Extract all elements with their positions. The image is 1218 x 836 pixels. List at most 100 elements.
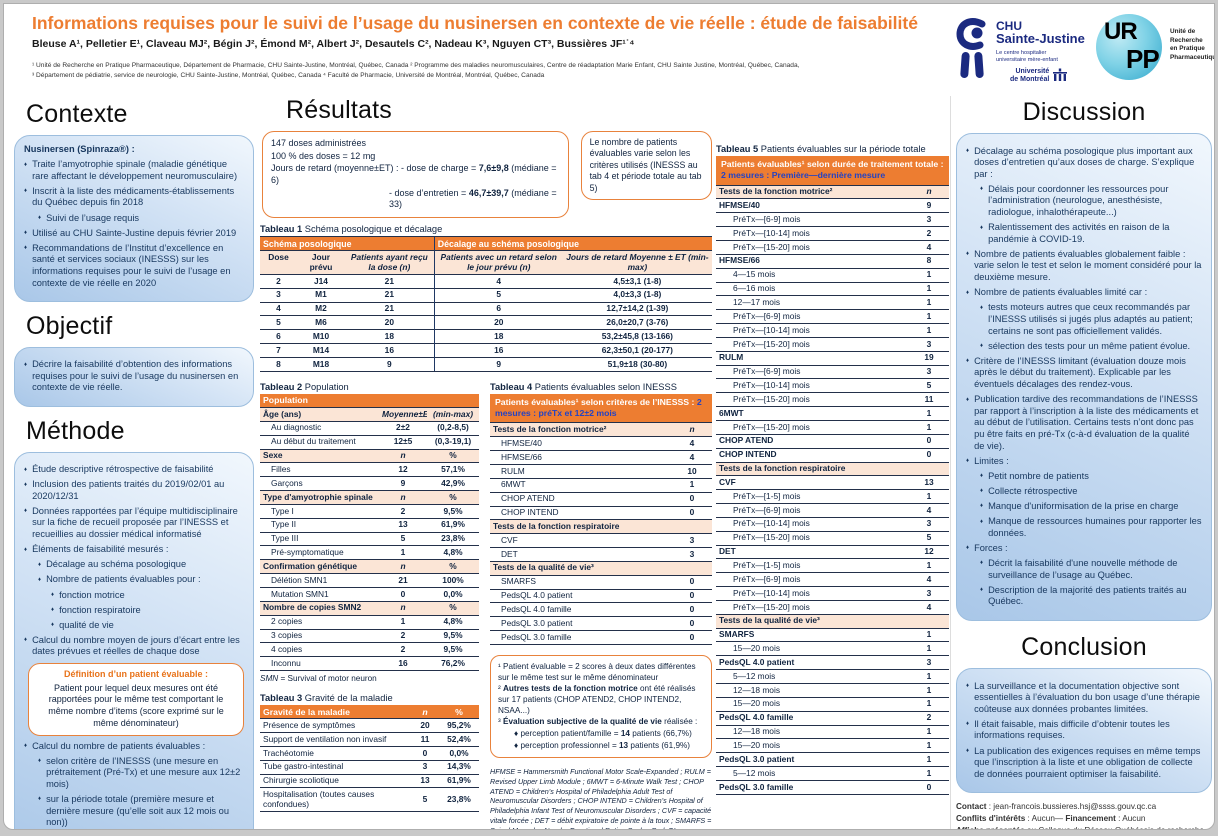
text-segment: Tableau 3	[260, 693, 303, 704]
table-cell: 2±2	[379, 420, 427, 436]
bullet-text: La surveillance et la documentation obje…	[974, 680, 1200, 714]
bullet-item: ♦ tests moteurs autres que ceux recommand…	[966, 302, 1202, 337]
table-cell: 52,4%	[439, 732, 479, 747]
bullet-item: ♦ Décalage au schéma posologique	[24, 559, 244, 571]
table-row: Filles 12 57,1%	[260, 462, 480, 477]
section-heading-contexte: Contexte	[26, 100, 128, 128]
table-row: 12—17 mois 1	[716, 295, 949, 310]
table-cell: 0	[909, 433, 949, 449]
bullet-icon: ♦	[966, 358, 970, 365]
table-cell: 5	[411, 787, 439, 812]
bullet-item: ♦ Publication tardive des recommandations…	[966, 394, 1202, 452]
table-cell: 6MWT	[716, 406, 909, 421]
table-cell: 2	[909, 710, 949, 726]
bullet-text: Décalage au schéma posologique plus impo…	[974, 145, 1195, 179]
table-cell: 57,1%	[427, 462, 480, 477]
table-cell: 3	[909, 586, 949, 601]
table-cell: 23,8%	[439, 787, 479, 812]
table-cell: PedsQL 4.0 famille	[490, 602, 672, 617]
table-cell: Type I	[260, 503, 379, 519]
poster-title: Informations requises pour le suivi de l…	[32, 13, 918, 33]
table-cell: 5	[909, 530, 949, 546]
text-segment: Tableau 5	[716, 144, 759, 154]
bullet-icon: ♦	[24, 230, 28, 237]
table-cell: Jours de retard Moyenne ± ET (min-max)	[562, 250, 712, 275]
table-cell: PréTx—[6-9] mois	[716, 309, 909, 324]
bullet-item: ♦ Limites :	[966, 456, 1202, 468]
table-cell: 20	[411, 718, 439, 733]
table-cell: M2	[297, 301, 345, 316]
table-cell: 9,5%	[427, 503, 480, 519]
table-cell: 5	[433, 287, 563, 303]
table-row: Support de ventilation non invasif 11 52,4…	[260, 732, 479, 747]
table-cell: Délétion SMN1	[260, 573, 379, 588]
bullet-item: ♦ Petit nombre de patients	[966, 471, 1202, 483]
bullet-text: selon critère de l’INESSS (une mesure en…	[46, 755, 241, 789]
table-cell: 1	[909, 281, 949, 296]
bullet-text: Inclusion des patients traités du 2019/0…	[32, 479, 225, 501]
table-cell: 7	[260, 343, 298, 358]
table-cell: 21	[344, 287, 435, 303]
table-cell: 0,0%	[427, 586, 480, 602]
bullet-icon: ♦	[51, 592, 55, 599]
table-cell: HFMSE/40	[716, 198, 909, 213]
table-cell: SMARFS	[490, 574, 672, 590]
table-cell: 18	[344, 329, 435, 344]
table-row: PréTx—[6-9] mois 4	[716, 503, 949, 518]
table-row: 15—20 mois 1	[716, 738, 949, 753]
bullet-text: Décrire la faisabilité d’obtention des i…	[32, 359, 239, 393]
table-cell: 0	[672, 602, 712, 617]
table-cell: n	[379, 559, 427, 574]
table-row: 12—18 mois 1	[716, 724, 949, 739]
table-cell: 3	[672, 533, 712, 548]
bullet-item: ♦ Description de la majorité des patients…	[966, 585, 1202, 608]
table-row: PedsQL 3.0 patient 0	[490, 616, 712, 631]
bullet-icon: ♦	[980, 503, 984, 510]
bullet-icon: ♦	[980, 186, 984, 193]
table-cell: Présence de symptômes	[260, 718, 411, 733]
table-cell: 16	[433, 343, 563, 358]
table-cell: 2	[379, 628, 427, 643]
left-column: Contexte Nusinersen (Spinraza®) : ♦ Trait…	[14, 98, 254, 829]
bullet-item: ♦ fonction motrice	[24, 590, 244, 602]
table-cell: n	[379, 600, 427, 616]
bullet-text: Nombre de patients évaluables globalemen…	[974, 248, 1202, 283]
table-cell: 13	[411, 773, 439, 788]
table-row: PréTx—[15-20] mois 5	[716, 530, 949, 546]
table-row: 4 copies 2 9,5%	[260, 642, 480, 657]
table-cell: 4,5±3,1 (1-8)	[562, 273, 712, 289]
bullet-icon: ♦	[966, 545, 970, 552]
table-row: 12—18 mois 1	[716, 683, 949, 698]
table-cell: 53,2±45,8 (13-166)	[562, 329, 712, 344]
section-heading-objectif: Objectif	[26, 311, 113, 340]
bullet-text: qualité de vie	[59, 619, 114, 630]
chu-logo-tagline: Le centre hospitalier universitaire mère…	[996, 50, 1058, 65]
table-cell: 6—16 mois	[716, 281, 909, 296]
bullet-item: ♦ Décrire la faisabilité d’obtention des …	[24, 359, 244, 394]
methode-bullets-1: ♦ Étude descriptive rétrospective de fais…	[24, 464, 244, 658]
table-cell: 18	[433, 329, 563, 344]
table-cell: CVF	[490, 533, 672, 548]
table-row: 3 copies 2 9,5%	[260, 628, 480, 643]
text-line: ² Autres tests de la fonction motrice on…	[498, 684, 704, 716]
bullet-text: Inscrit à la liste des médicaments-établ…	[32, 185, 235, 208]
table-row: Hospitalisation (toutes causes confondue…	[260, 787, 479, 812]
table-cell: 0	[909, 779, 949, 795]
bullet-item: ♦ selon critère de l’INESSS (une mesure e…	[24, 756, 244, 791]
text-line: ♦ perception patient/famille = 14 patien…	[498, 729, 704, 740]
table-cell: 3 copies	[260, 628, 379, 643]
tableau5-periode-totale: Tests de la fonction motrice² n HFMSE/40 9 P…	[716, 184, 949, 795]
table-row: Population	[260, 393, 480, 408]
table-row: Pré-symptomatique 1 4,8%	[260, 545, 480, 560]
discussion-bullets: ♦ Décalage au schéma posologique plus imp…	[966, 146, 1202, 608]
table-cell: J14	[297, 273, 345, 289]
table-cell: 20	[344, 315, 435, 330]
definition-body: Patient pour lequel deux mesures ont été…	[48, 682, 224, 728]
chu-logo-name: CHU Sainte-Justine	[996, 20, 1085, 46]
bullet-text: Traite l’amyotrophie spinale (maladie gé…	[32, 159, 238, 181]
table-row: PréTx—[15-20] mois 4	[716, 240, 949, 255]
bullet-item: ♦ Nombre de patients évaluables limité ca…	[966, 287, 1202, 299]
text-segment: Tableau 1	[260, 224, 303, 235]
bullet-item: ♦ sur la période totale (première mesure …	[24, 794, 244, 829]
text-segment: 147 doses administrées	[271, 138, 367, 148]
